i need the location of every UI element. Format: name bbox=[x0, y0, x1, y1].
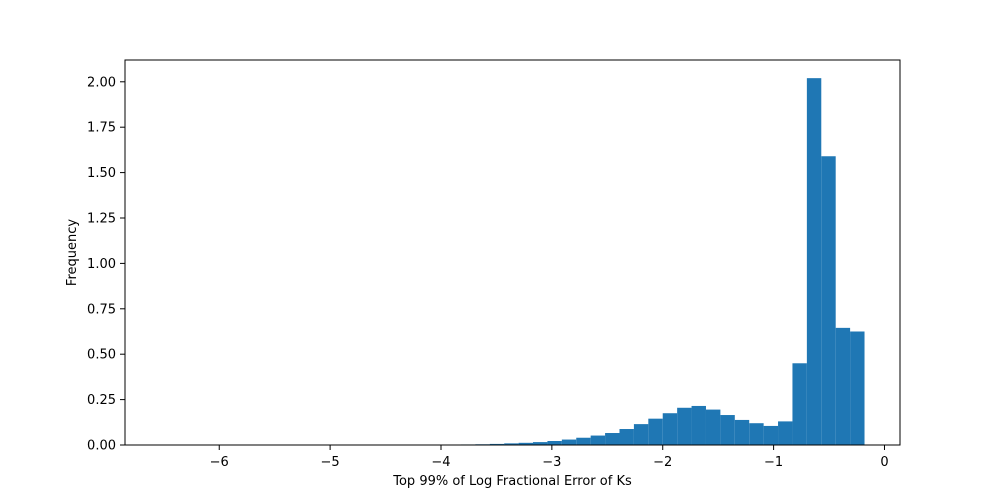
histogram-bar-18 bbox=[705, 409, 721, 445]
histogram-bar-21 bbox=[749, 423, 764, 445]
histogram-bar-27 bbox=[835, 327, 851, 445]
x-axis-ticks: −6 −5 −4 −3 −2 −1 0 bbox=[210, 445, 889, 470]
x-tick-label: −1 bbox=[764, 455, 783, 470]
histogram-bar-12 bbox=[619, 429, 634, 445]
histogram-bar-17 bbox=[691, 405, 706, 445]
y-axis-ticks: 0.00 0.25 0.50 0.75 1.00 1.25 1.50 1.75 2.00 bbox=[87, 75, 125, 454]
histogram-bar-11 bbox=[605, 433, 620, 445]
histogram-bar-28 bbox=[850, 331, 865, 445]
y-tick-label: 1.75 bbox=[87, 121, 116, 136]
histogram-bar-24 bbox=[792, 363, 807, 445]
histogram-bar-8 bbox=[561, 439, 577, 445]
histogram-bar-13 bbox=[633, 424, 649, 445]
histogram-bar-7 bbox=[547, 441, 562, 445]
y-tick-label: 0.00 bbox=[87, 439, 116, 454]
y-tick-label: 2.00 bbox=[87, 75, 116, 90]
y-tick-label: 0.75 bbox=[87, 302, 116, 317]
histogram-bar-23 bbox=[778, 421, 793, 445]
x-tick-label: −5 bbox=[321, 455, 340, 470]
histogram-bar-25 bbox=[806, 78, 822, 446]
histogram-bar-15 bbox=[662, 413, 678, 445]
histogram-bar-20 bbox=[734, 419, 750, 445]
histogram-bar-14 bbox=[648, 418, 663, 445]
histogram-bar-9 bbox=[576, 437, 591, 445]
histogram-bar-26 bbox=[821, 156, 836, 445]
x-axis-label: Top 99% of Log Fractional Error of Ks bbox=[392, 474, 632, 489]
histogram-bar-22 bbox=[763, 425, 779, 445]
y-tick-label: 0.25 bbox=[87, 393, 116, 408]
x-tick-label: 0 bbox=[880, 455, 888, 470]
histogram-bars bbox=[446, 78, 865, 446]
x-tick-label: −6 bbox=[210, 455, 229, 470]
x-tick-label: −4 bbox=[431, 455, 450, 470]
histogram-bar-16 bbox=[677, 407, 692, 445]
histogram-bar-5 bbox=[518, 442, 534, 445]
histogram-bar-3 bbox=[489, 443, 505, 445]
y-axis-label: Frequency bbox=[65, 219, 80, 286]
histogram-bar-4 bbox=[504, 443, 519, 445]
y-tick-label: 0.50 bbox=[87, 348, 116, 363]
y-tick-label: 1.00 bbox=[87, 257, 116, 272]
histogram-bar-6 bbox=[533, 442, 548, 445]
y-tick-label: 1.50 bbox=[87, 166, 116, 181]
x-tick-label: −3 bbox=[542, 455, 561, 470]
histogram-bar-19 bbox=[720, 415, 735, 445]
histogram-bar-10 bbox=[590, 435, 606, 445]
plot-frame bbox=[124, 59, 901, 446]
x-tick-label: −2 bbox=[653, 455, 672, 470]
y-tick-label: 1.25 bbox=[87, 211, 116, 226]
